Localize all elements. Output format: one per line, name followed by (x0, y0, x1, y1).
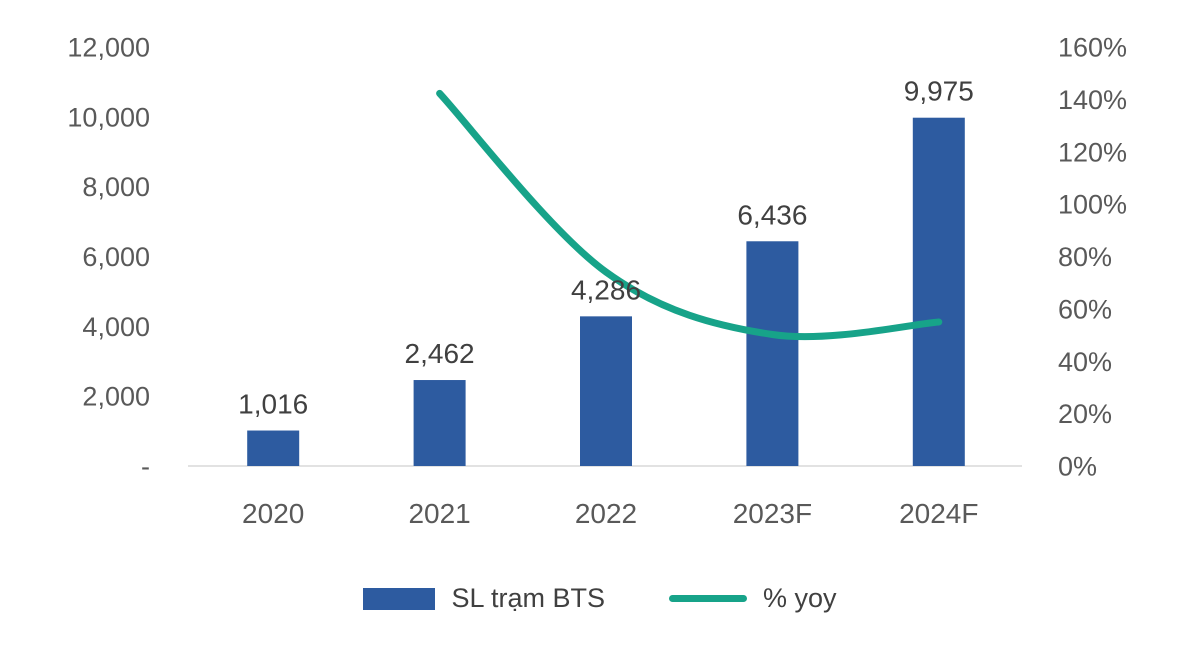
bar-series-label: SL trạm BTS (451, 583, 605, 613)
bar-value-label: 4,286 (571, 274, 641, 305)
x-axis-category-label: 2022 (575, 498, 637, 529)
bar-2021 (413, 380, 466, 466)
bar-2024F (912, 117, 965, 467)
bar-2020 (247, 430, 300, 466)
line-series-label: % yoy (763, 583, 837, 613)
left-axis-tick-label: 10,000 (67, 102, 150, 132)
bar-value-label: 9,975 (904, 76, 974, 107)
bar-2022 (580, 316, 632, 466)
x-axis-category-label: 2021 (408, 498, 470, 529)
right-axis-tick-label: 0% (1058, 452, 1097, 482)
left-axis-tick-label: 2,000 (82, 382, 150, 412)
chart-legend: SL trạm BTS % yoy (0, 583, 1200, 614)
bar-2023F (746, 241, 799, 466)
bar-series-swatch (363, 587, 436, 610)
x-axis-category-label: 2023F (733, 498, 812, 529)
right-axis-tick-label: 40% (1058, 347, 1112, 377)
right-axis-tick-label: 20% (1058, 399, 1112, 429)
right-axis-tick-label: 160% (1058, 33, 1127, 63)
left-axis-tick-label: 6,000 (82, 242, 150, 272)
right-axis-tick-label: 140% (1058, 85, 1127, 115)
left-axis-tick-label: - (141, 452, 150, 482)
x-axis-category-label: 2024F (899, 498, 978, 529)
left-axis-tick-label: 12,000 (67, 33, 150, 63)
left-axis-tick-label: 8,000 (82, 172, 150, 202)
right-axis-tick-label: 60% (1058, 294, 1112, 324)
yoy-line (436, 89, 943, 341)
bar-value-label: 6,436 (737, 199, 807, 230)
x-axis-category-label: 2020 (242, 498, 304, 529)
line-series-swatch (669, 595, 747, 602)
bar-value-label: 2,462 (405, 338, 475, 369)
legend-item-line-series: % yoy (669, 583, 837, 614)
right-axis-tick-label: 100% (1058, 190, 1127, 220)
bar-value-label: 1,016 (238, 389, 308, 420)
right-axis-tick-label: 80% (1058, 242, 1112, 272)
right-axis-tick-label: 120% (1058, 137, 1127, 167)
left-axis-tick-label: 4,000 (82, 312, 150, 342)
legend-item-bar-series: SL trạm BTS (363, 583, 605, 614)
